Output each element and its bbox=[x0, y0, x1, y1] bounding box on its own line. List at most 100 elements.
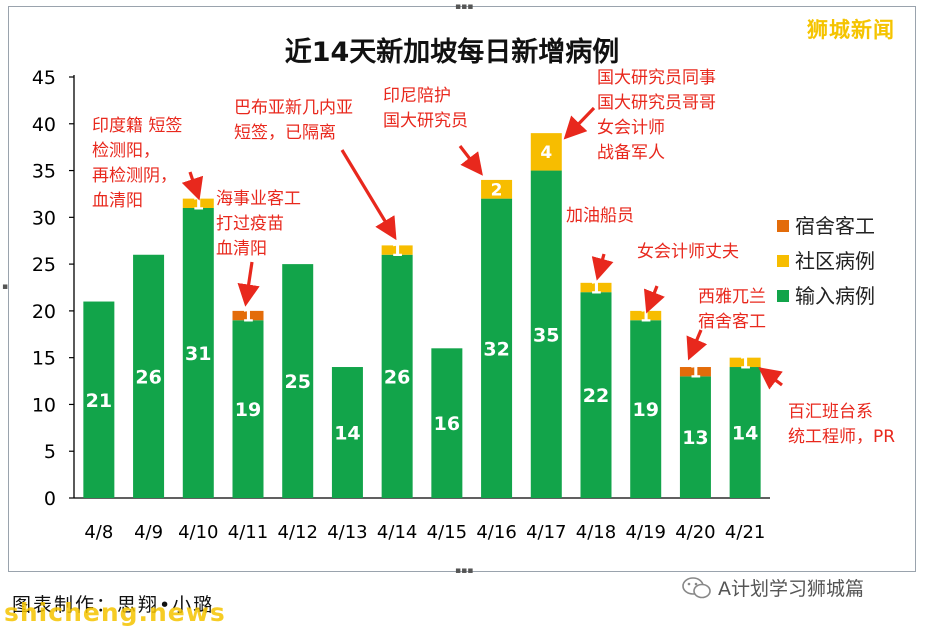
bar-value-label: 2 bbox=[491, 180, 503, 200]
bar-value-label: 1 bbox=[192, 194, 204, 214]
legend-swatch-dorm bbox=[777, 220, 789, 232]
bar-imported bbox=[679, 376, 711, 498]
annotation-arrow bbox=[758, 367, 783, 390]
x-tick-label: 4/18 bbox=[576, 522, 616, 543]
bar-value-label: 1 bbox=[739, 353, 751, 373]
x-tick-label: 4/19 bbox=[626, 522, 666, 543]
annotation-arrow bbox=[591, 253, 614, 281]
legend-swatch-community bbox=[777, 255, 789, 267]
bar-community bbox=[182, 198, 214, 208]
bar-value-label: 16 bbox=[434, 413, 460, 435]
bar-dorm bbox=[679, 367, 711, 377]
legend-label-community: 社区病例 bbox=[795, 249, 875, 273]
bar-imported bbox=[232, 320, 264, 498]
bar-imported bbox=[630, 320, 662, 498]
bar-community bbox=[630, 310, 662, 321]
chart-title: 近14天新加坡每日新增病例 bbox=[285, 36, 620, 68]
bar-imported bbox=[182, 207, 214, 498]
y-tick-label: 45 bbox=[32, 67, 56, 89]
bar-imported bbox=[481, 198, 513, 498]
bar-value-label: 14 bbox=[732, 423, 758, 445]
annotation-text: 女会计师丈夫 bbox=[637, 242, 739, 262]
annotation-text: 宿舍客工 bbox=[698, 312, 766, 332]
annotation-text: 再检测阴， bbox=[92, 166, 177, 186]
annotation-text: 西雅兀兰 bbox=[698, 287, 766, 307]
x-tick-label: 4/17 bbox=[526, 522, 566, 543]
bar-value-label: 1 bbox=[690, 363, 702, 383]
annotation-text: 女会计师 bbox=[597, 118, 665, 138]
bar-value-label: 14 bbox=[334, 423, 360, 445]
bar-imported bbox=[381, 254, 413, 498]
y-tick-label: 0 bbox=[44, 488, 56, 510]
resize-handle-bottom[interactable]: ▪▪▪ bbox=[455, 566, 474, 576]
y-tick-label: 20 bbox=[32, 301, 56, 323]
x-tick-label: 4/12 bbox=[278, 522, 318, 543]
annotation-text: 印尼陪护 bbox=[383, 86, 451, 106]
bar-value-label: 22 bbox=[583, 385, 609, 407]
x-tick-label: 4/11 bbox=[228, 522, 268, 543]
bar-imported bbox=[530, 170, 562, 499]
y-tick-label: 25 bbox=[32, 254, 56, 276]
x-axis: 4/8 4/9 4/10 4/11 4/12 4/13 4/14 4/15 4/16 4/17 4/… bbox=[84, 522, 765, 543]
y-tick-label: 35 bbox=[32, 161, 56, 183]
legend-swatch-imported bbox=[777, 290, 789, 302]
annotation-text: 短签，已隔离 bbox=[234, 123, 336, 143]
legend-label-imported: 输入病例 bbox=[795, 284, 875, 308]
bars-layer: 21 26 31 1 19 1 25 14 26 1 16 32 2 35 4 22 1 19 1 13 1 14 1 bbox=[83, 133, 761, 499]
annotation-arrow bbox=[563, 106, 596, 140]
bar-value-label: 32 bbox=[483, 338, 509, 360]
annotation-text: 国大研究员哥哥 bbox=[597, 93, 716, 113]
annotation-arrow bbox=[458, 145, 483, 176]
wechat-account: A计划学习狮城篇 bbox=[682, 574, 864, 601]
annotation-text: 百汇班台系 bbox=[788, 402, 873, 422]
x-tick-label: 4/21 bbox=[725, 522, 765, 543]
annotation-text: 检测阳， bbox=[92, 141, 160, 161]
bar-imported bbox=[331, 367, 363, 498]
bar-value-label: 19 bbox=[235, 399, 261, 421]
site-watermark: shicheng.news bbox=[4, 598, 226, 627]
x-tick-label: 4/10 bbox=[178, 522, 218, 543]
annotation-text: 血清阳 bbox=[92, 191, 143, 211]
resize-handle-left[interactable]: ▪ bbox=[2, 282, 9, 292]
bar-value-label: 1 bbox=[640, 307, 652, 327]
wechat-icon bbox=[682, 576, 711, 598]
x-tick-label: 4/20 bbox=[675, 522, 715, 543]
bar-community bbox=[580, 282, 612, 293]
bar-community bbox=[381, 245, 413, 255]
bar-imported bbox=[729, 367, 761, 498]
annotation-text: 打过疫苗 bbox=[216, 214, 284, 234]
x-tick-label: 4/9 bbox=[134, 522, 163, 543]
bar-imported bbox=[83, 301, 115, 498]
bar-value-label: 31 bbox=[185, 343, 211, 365]
bar-community bbox=[481, 179, 513, 199]
bar-value-label: 1 bbox=[391, 241, 403, 261]
annotation-arrow bbox=[643, 285, 665, 314]
annotation-arrow bbox=[237, 261, 260, 307]
legend-label-dorm: 宿舍客工 bbox=[795, 214, 875, 238]
x-tick-label: 4/15 bbox=[427, 522, 467, 543]
resize-handle-top[interactable]: ▪▪▪ bbox=[455, 2, 474, 12]
bar-value-label: 1 bbox=[242, 307, 254, 327]
annotation-text: 印度籍 短签 bbox=[92, 116, 182, 136]
annotation-text: 统工程师，PR bbox=[788, 427, 895, 447]
brand-mark: 狮城新闻 bbox=[807, 18, 895, 42]
y-tick-label: 15 bbox=[32, 348, 56, 370]
chart-credit: 图表制作：思翔•小璐 bbox=[12, 594, 215, 616]
annotation-text: 加油船员 bbox=[566, 206, 634, 226]
annotation-4-19: 女会计师丈夫 bbox=[637, 242, 739, 314]
y-tick-label: 10 bbox=[32, 394, 56, 416]
bar-imported bbox=[431, 348, 463, 498]
bar-imported bbox=[133, 254, 165, 498]
bar-community bbox=[729, 357, 761, 368]
x-tick-label: 4/14 bbox=[377, 522, 417, 543]
bar-dorm bbox=[232, 310, 264, 321]
annotation-text: 国大研究员同事 bbox=[597, 68, 716, 88]
